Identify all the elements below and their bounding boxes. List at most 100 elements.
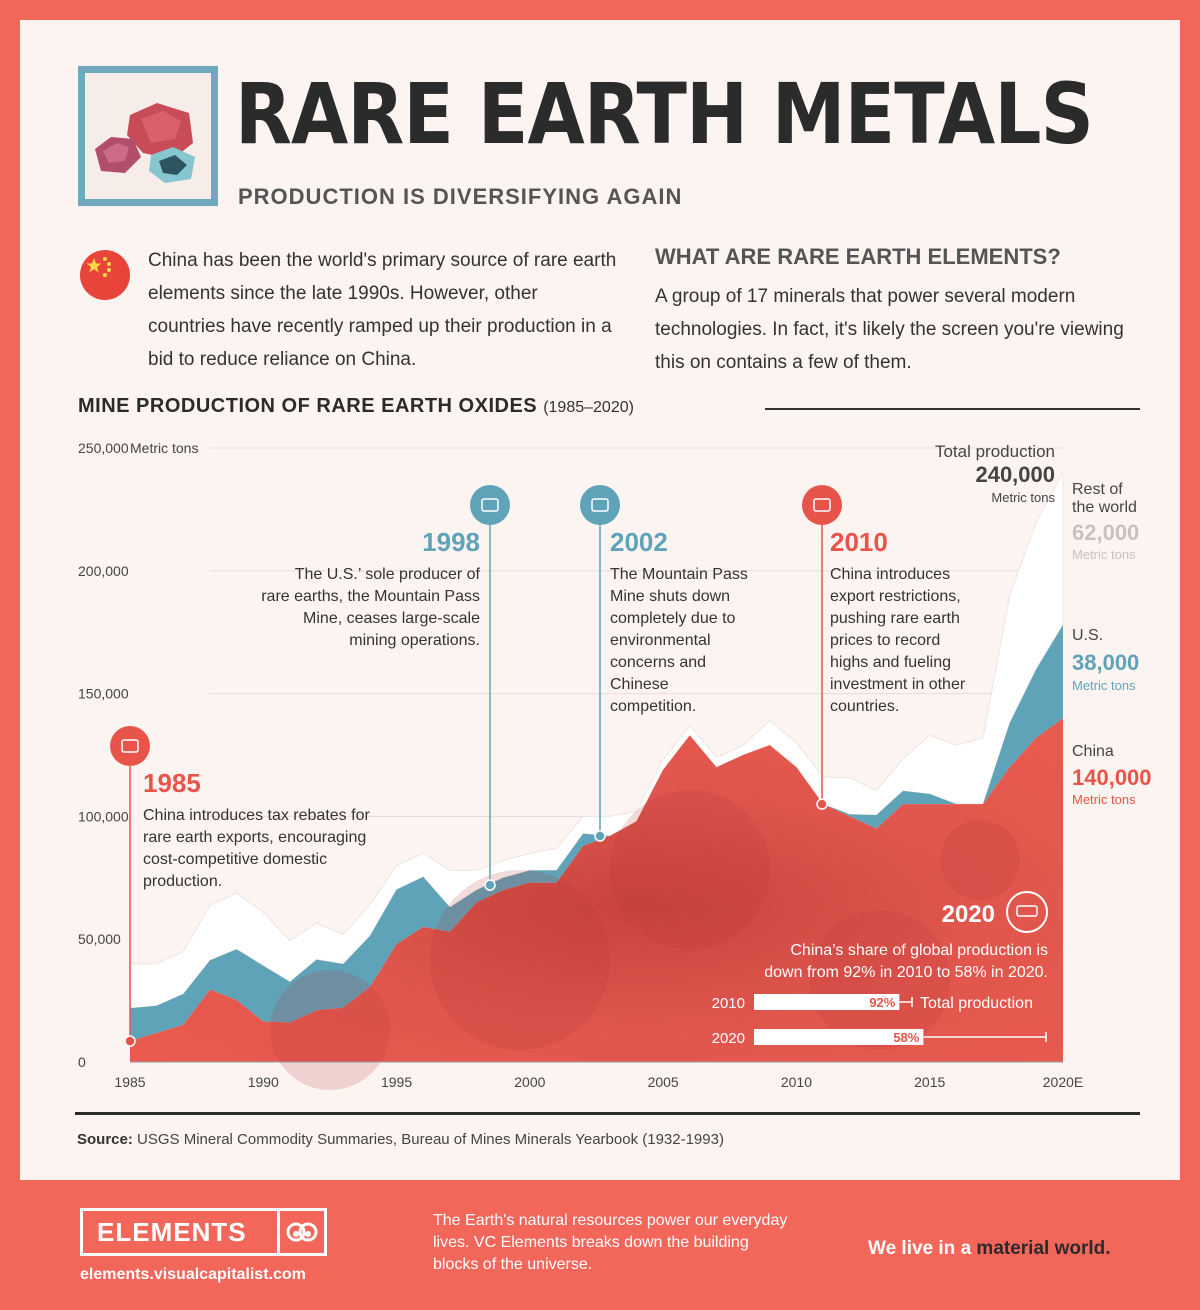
- annotation-text: competition.: [610, 698, 696, 715]
- footer-description: The Earth's natural resources power our …: [433, 1212, 788, 1273]
- annotation-text: environmental: [610, 632, 711, 649]
- us-unit: Metric tons: [1072, 678, 1136, 693]
- mine-icon-glyph: [481, 498, 499, 512]
- annotation-point: [816, 798, 828, 810]
- annotation-text: pushing rare earth: [830, 610, 960, 627]
- source-label: Source:: [77, 1131, 133, 1148]
- annotation-text: highs and fueling: [830, 654, 951, 671]
- rock-texture: [270, 970, 390, 1090]
- x-tick-label: 2010: [781, 1074, 812, 1090]
- share-bar-year: 2010: [712, 995, 745, 1012]
- no-export-icon: [802, 485, 842, 525]
- y-tick-label: 150,000: [78, 686, 129, 702]
- rest-label: the world: [1072, 499, 1137, 516]
- page-subtitle: PRODUCTION IS DIVERSIFYING AGAIN: [238, 184, 683, 209]
- chart-year-range: (1985–2020): [543, 399, 634, 416]
- x-tick-label: 1995: [381, 1074, 412, 1090]
- total-production-label: Total production: [935, 442, 1055, 461]
- annotation-text: rare earths, the Mountain Pass: [261, 588, 480, 605]
- share-bar: [754, 994, 900, 1010]
- mine-icon: [470, 485, 510, 525]
- annotation-text: Mine shuts down: [610, 588, 730, 605]
- annotation-text: production.: [143, 873, 222, 890]
- page-title: RARE EARTH METALS: [235, 65, 1094, 163]
- annotation-text: China introduces tax rebates for: [143, 807, 370, 824]
- x-tick-label: 2005: [648, 1074, 679, 1090]
- source-text: USGS Mineral Commodity Summaries, Bureau…: [137, 1131, 724, 1148]
- rare-earth-rocks-illustration: [95, 103, 195, 183]
- minecart-icon: [1006, 891, 1048, 933]
- x-tick-label: 1985: [114, 1074, 145, 1090]
- share-panel-text: down from 92% in 2010 to 58% in 2020.: [764, 964, 1048, 981]
- total-production-value: 240,000: [975, 462, 1055, 487]
- annotation-text: rare earth exports, encouraging: [143, 829, 366, 846]
- molecule-icon: [280, 1218, 324, 1246]
- y-tick-label: 100,000: [78, 808, 129, 824]
- annotation-point: [594, 830, 606, 842]
- total-production-unit: Metric tons: [991, 490, 1055, 505]
- footer-tagline: We live in a material world.: [868, 1238, 1111, 1260]
- ship-icon-glyph: [121, 739, 139, 753]
- x-tick-label: 2015: [914, 1074, 945, 1090]
- rock-texture: [810, 910, 950, 1050]
- share-bar: [754, 1029, 924, 1045]
- minecart-icon-glyph: [1016, 905, 1038, 917]
- share-bar-year: 2020: [712, 1030, 745, 1047]
- annotation-text: The Mountain Pass: [610, 566, 748, 583]
- what-body: A group of 17 minerals that power severa…: [655, 286, 1124, 373]
- logo-text: ELEMENTS: [97, 1216, 247, 1247]
- us-value: 38,000: [1072, 650, 1139, 675]
- area-china: [130, 718, 1063, 1062]
- hero-image: [78, 66, 218, 206]
- chart-heading: MINE PRODUCTION OF RARE EARTH OXIDES (19…: [78, 395, 634, 418]
- footer-url[interactable]: elements.visualcapitalist.com: [80, 1266, 306, 1283]
- annotation-year: 2010: [830, 527, 888, 557]
- barrier-icon-glyph: [591, 498, 609, 512]
- annotation-year: 1985: [143, 768, 201, 798]
- y-tick-label: 200,000: [78, 563, 129, 579]
- rest-unit: Metric tons: [1072, 547, 1136, 562]
- annotation-point: [124, 1035, 136, 1047]
- annotation-text: concerns and: [610, 654, 706, 671]
- chart-heading-rule: [765, 408, 1140, 410]
- annotation-point: [484, 879, 496, 891]
- annotation-text: export restrictions,: [830, 588, 961, 605]
- y-tick-label: 50,000: [78, 931, 121, 947]
- china-flag-icon: [80, 250, 130, 300]
- china-label: China: [1072, 743, 1114, 760]
- rock-texture: [940, 820, 1020, 900]
- annotation-year: 2002: [610, 527, 668, 557]
- share-bar-label: 58%: [893, 1030, 919, 1045]
- no-export-icon-glyph: [813, 498, 831, 512]
- source-line: Source: USGS Mineral Commodity Summaries…: [77, 1131, 724, 1148]
- x-tick-label: 1990: [248, 1074, 279, 1090]
- rock-texture: [610, 790, 770, 950]
- logo-divider: [277, 1211, 280, 1253]
- y-tick-label: 0: [78, 1054, 86, 1070]
- share-panel-year: 2020: [942, 901, 995, 928]
- annotation-text: Mine, ceases large-scale: [303, 610, 480, 627]
- elements-logo[interactable]: ELEMENTS: [80, 1208, 327, 1256]
- annotation-text: mining operations.: [349, 632, 480, 649]
- annotation-text: investment in other: [830, 676, 966, 693]
- tagline-emphasis: material world.: [976, 1238, 1111, 1259]
- china-unit: Metric tons: [1072, 792, 1136, 807]
- rest-label: Rest of: [1072, 481, 1123, 498]
- share-bar-label: 92%: [869, 995, 895, 1010]
- china-value: 140,000: [1072, 765, 1152, 790]
- y-tick-label: 250,000: [78, 440, 129, 456]
- annotation-text: Chinese: [610, 676, 669, 693]
- annotation-year: 1998: [422, 527, 480, 557]
- rock-texture: [430, 870, 610, 1050]
- what-heading: WHAT ARE RARE EARTH ELEMENTS?: [655, 244, 1061, 269]
- tagline-prefix: We live in a: [868, 1238, 977, 1259]
- annotation-text: countries.: [830, 698, 899, 715]
- bottom-rule: [75, 1112, 1140, 1115]
- annotation-text: cost-competitive domestic: [143, 851, 327, 868]
- barrier-icon: [580, 485, 620, 525]
- annotation-text: China introduces: [830, 566, 950, 583]
- share-panel-text: China’s share of global production is: [790, 942, 1048, 959]
- annotation-text: prices to record: [830, 632, 940, 649]
- annotation-text: The U.S.’ sole producer of: [295, 566, 481, 583]
